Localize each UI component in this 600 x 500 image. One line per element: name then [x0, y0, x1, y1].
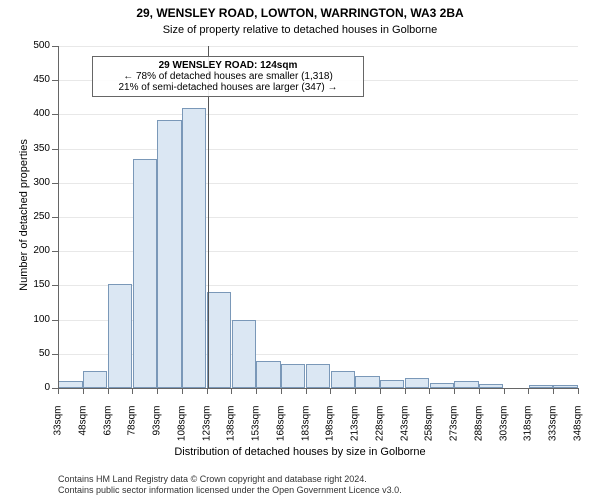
- y-tick-label: 50: [18, 348, 50, 359]
- attribution-footer: Contains HM Land Registry data © Crown c…: [58, 474, 402, 496]
- histogram-bar: [108, 284, 132, 388]
- property-marker-line: [208, 46, 209, 388]
- histogram-bar: [157, 120, 181, 388]
- histogram-bar: [306, 364, 330, 388]
- footer-line-1: Contains HM Land Registry data © Crown c…: [58, 474, 402, 485]
- histogram-bar: [133, 159, 157, 388]
- histogram-bar: [331, 371, 355, 388]
- histogram-bar: [380, 380, 404, 388]
- y-tick-label: 100: [18, 314, 50, 325]
- chart-title-line1: 29, WENSLEY ROAD, LOWTON, WARRINGTON, WA…: [0, 6, 600, 20]
- annotation-line: 21% of semi-detached houses are larger (…: [99, 82, 357, 93]
- chart-title-line2: Size of property relative to detached ho…: [0, 24, 600, 36]
- gridline: [58, 114, 578, 115]
- x-tick: [578, 388, 579, 394]
- histogram-bar: [182, 108, 206, 388]
- histogram-bar: [405, 378, 429, 388]
- annotation-line: ← 78% of detached houses are smaller (1,…: [99, 71, 357, 82]
- histogram-bar: [454, 381, 478, 388]
- histogram-bar: [256, 361, 280, 388]
- y-axis-line: [58, 46, 59, 388]
- histogram-bar: [355, 376, 379, 388]
- histogram-bar: [58, 381, 82, 388]
- y-tick-label: 450: [18, 74, 50, 85]
- histogram-bar: [232, 320, 256, 388]
- x-axis-line: [58, 388, 578, 389]
- histogram-bar: [207, 292, 231, 388]
- histogram-bar: [281, 364, 305, 388]
- histogram-bar: [83, 371, 107, 388]
- y-tick-label: 500: [18, 40, 50, 51]
- x-axis-title: Distribution of detached houses by size …: [0, 446, 600, 458]
- annotation-box: 29 WENSLEY ROAD: 124sqm← 78% of detached…: [92, 56, 364, 97]
- gridline: [58, 149, 578, 150]
- y-tick-label: 0: [18, 382, 50, 393]
- gridline: [58, 46, 578, 47]
- footer-line-2: Contains public sector information licen…: [58, 485, 402, 496]
- annotation-line: 29 WENSLEY ROAD: 124sqm: [99, 60, 357, 71]
- y-axis-title: Number of detached properties: [18, 115, 30, 315]
- chart-plot-area: 05010015020025030035040045050033sqm48sqm…: [58, 46, 578, 388]
